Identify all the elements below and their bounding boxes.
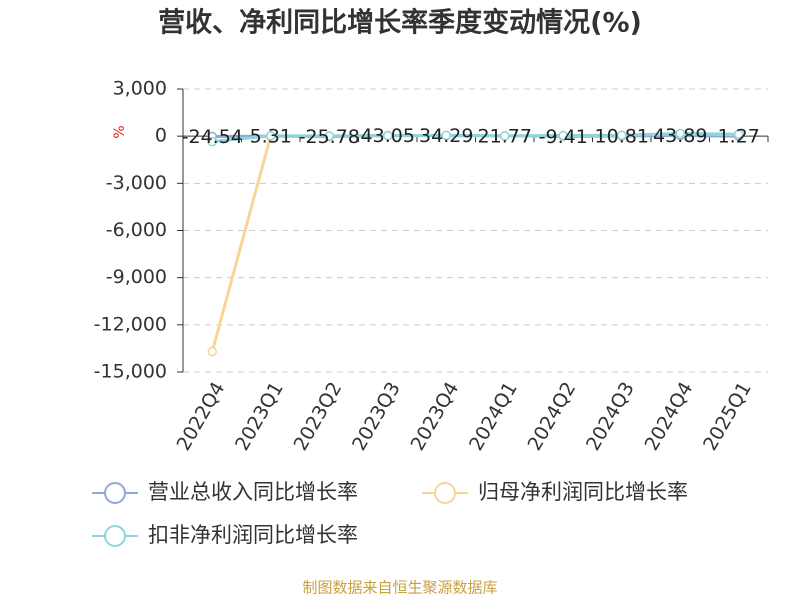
point [558,130,568,141]
point [207,346,217,357]
data-label: 21.77 [478,125,532,147]
point [266,131,276,141]
point [734,129,744,140]
y-axis-label: % [112,125,128,138]
source-note: 制图数据来自恒生聚源数据库 [302,579,497,597]
legend-marker [104,482,126,504]
y-tick-label: 3,000 [113,78,167,100]
y-tick-label: -9,000 [106,266,167,288]
legend-label: 扣非净利润同比增长率 [148,523,358,547]
point [441,130,451,141]
series-line [210,132,739,352]
data-label: 1.27 [718,126,760,148]
x-tick-label: 2023Q3 [348,378,405,454]
point [500,131,510,141]
data-label: -25.78 [299,126,360,148]
legend-label: 营业总收入同比增长率 [148,480,358,504]
y-tick-label: -12,000 [94,313,167,335]
chart-title: 营收、净利同比增长率季度变动情况(%) [158,7,642,39]
x-tick-label: 2024Q1 [465,378,522,454]
point [324,131,334,141]
data-label: -24.54 [182,126,243,148]
y-tick-label: -3,000 [106,172,167,194]
y-tick-label: -6,000 [106,219,167,241]
x-tick-label: 2024Q3 [582,378,639,454]
series-line [212,131,739,144]
x-tick-label: 2022Q4 [173,378,230,454]
x-tick-label: 2023Q2 [290,378,347,454]
x-tick-label: 2023Q4 [407,378,464,454]
x-tick-label: 2024Q2 [524,378,581,454]
point [675,128,685,139]
legend-item[interactable]: 归母净利润同比增长率 [422,480,688,504]
y-tick-label: -15,000 [94,361,167,383]
data-label: 34.29 [419,125,473,147]
legend-marker [434,482,456,504]
point [383,130,393,141]
point [207,136,217,147]
data-label: 43.05 [361,125,415,147]
legend-label: 归母净利润同比增长率 [478,480,688,504]
y-tick-label: 0 [155,125,167,147]
data-label: 10.81 [595,125,649,147]
x-tick-label: 2023Q1 [231,378,288,454]
point [617,130,627,140]
legend-item[interactable]: 扣非净利润同比增长率 [92,523,358,547]
x-tick-label: 2024Q4 [641,378,698,454]
legend-marker [104,525,126,547]
data-label: 43.89 [653,125,707,147]
data-label: -9.41 [539,126,588,148]
data-label: 5.31 [250,126,292,148]
legend-item[interactable]: 营业总收入同比增长率 [92,480,358,504]
x-tick-label: 2025Q1 [699,378,756,454]
